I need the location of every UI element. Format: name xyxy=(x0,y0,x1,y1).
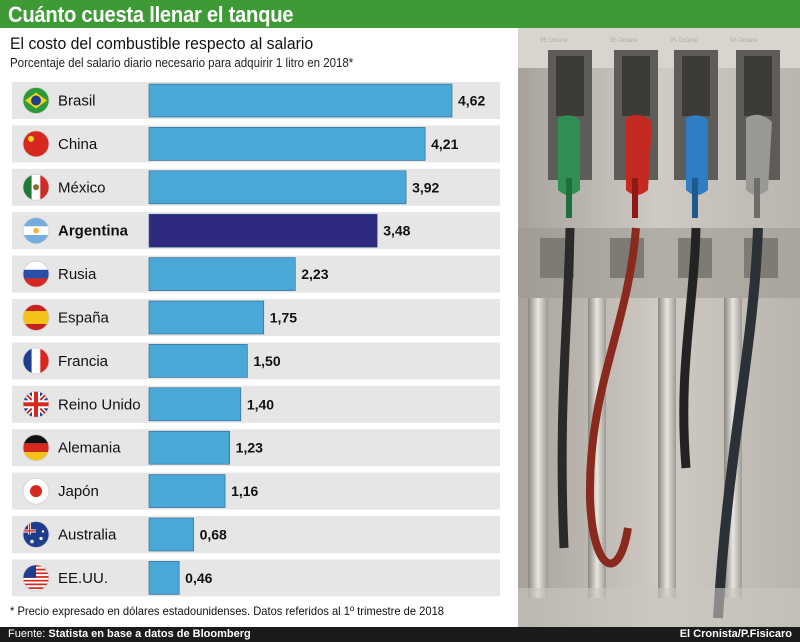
value-label-argentina: 3,48 xyxy=(383,223,410,239)
australia-flag-icon xyxy=(22,521,50,548)
bar-china xyxy=(148,127,426,161)
value-label-china: 4,21 xyxy=(431,136,458,152)
category-label: México xyxy=(58,179,106,196)
category-label: Argentina xyxy=(58,223,129,240)
chart-row-australia: Australia 0,68 xyxy=(12,516,500,553)
bar-japon xyxy=(148,474,226,508)
china-flag-icon xyxy=(22,130,50,158)
category-label: Rusia xyxy=(58,266,97,283)
value-label-reino-unido: 1,40 xyxy=(247,396,274,412)
category-label: Australia xyxy=(58,527,117,544)
svg-text:95 Octane: 95 Octane xyxy=(540,38,568,44)
source-label: Fuente: Statista en base a datos de Bloo… xyxy=(8,628,251,640)
row-background xyxy=(12,559,500,597)
chart-row-reino-unido: Reino Unido 1,40 xyxy=(12,385,500,423)
source-bar: Fuente: Statista en base a datos de Bloo… xyxy=(0,627,800,642)
svg-text:98 Octane: 98 Octane xyxy=(730,38,758,44)
credit: El Cronista/P.Fisicaro xyxy=(679,628,792,640)
uk-flag-icon xyxy=(22,390,50,418)
chart-row-brasil: Brasil 4,62 xyxy=(12,82,500,119)
source-text: Statista en base a datos de Bloomberg xyxy=(48,628,251,640)
chart-row-francia: Francia 1,50 xyxy=(12,342,500,380)
bar-alemania xyxy=(148,430,230,465)
page-title: Cuánto cuesta llenar el tanque xyxy=(8,2,294,27)
category-label: Reino Unido xyxy=(58,396,141,413)
chart-row-ee-uu: EE.UU. 0,46 xyxy=(12,559,500,597)
fuel-pump-photo: 95 Octane 95 Octane 95 Octane 98 Octane xyxy=(518,28,800,627)
row-background xyxy=(12,342,500,380)
bar-ee-uu xyxy=(148,561,180,595)
value-label-ee-uu: 0,46 xyxy=(185,570,212,586)
chart-row-espana: España 1,75 xyxy=(12,299,500,336)
category-label: Francia xyxy=(58,353,109,370)
category-label: EE.UU. xyxy=(58,570,108,587)
svg-text:95 Octane: 95 Octane xyxy=(670,38,698,44)
spain-flag-icon xyxy=(22,304,50,331)
chart-description: Porcentaje del salario diario necesario … xyxy=(10,56,354,70)
row-background xyxy=(12,429,500,467)
value-label-mexico: 3,92 xyxy=(412,179,439,195)
brazil-flag-icon xyxy=(22,87,50,114)
row-background xyxy=(12,516,500,553)
value-label-alemania: 1,23 xyxy=(236,440,263,456)
germany-flag-icon xyxy=(22,434,50,462)
value-label-japon: 1,16 xyxy=(231,483,258,499)
source-prefix: Fuente: xyxy=(8,628,49,640)
bar-reino-unido xyxy=(148,387,242,422)
footnote: * Precio expresado en dólares estadounid… xyxy=(10,604,444,618)
row-background xyxy=(12,472,500,510)
bar-rusia xyxy=(148,257,296,291)
bar-argentina xyxy=(148,213,378,248)
chart-row-japon: Japón 1,16 xyxy=(12,472,500,510)
category-label: China xyxy=(58,136,98,153)
usa-flag-icon xyxy=(22,564,50,592)
value-label-espana: 1,75 xyxy=(270,310,297,326)
france-flag-icon xyxy=(22,347,50,375)
chart-row-argentina: Argentina 3,48 xyxy=(12,212,500,250)
chart-row-rusia: Rusia 2,23 xyxy=(12,255,500,293)
svg-text:95 Octane: 95 Octane xyxy=(610,38,638,44)
chart-svg: Brasil 4,62 China 4,21 México 3,92 Argentina 3,… xyxy=(12,82,500,597)
subtitle: El costo del combustible respecto al sal… xyxy=(10,34,314,53)
chart-row-china: China 4,21 xyxy=(12,125,500,163)
category-label: Japón xyxy=(58,483,99,500)
value-label-rusia: 2,23 xyxy=(301,266,328,282)
chart-row-mexico: México 3,92 xyxy=(12,168,500,206)
category-label: Alemania xyxy=(58,440,121,457)
mexico-flag-icon xyxy=(22,173,50,201)
value-label-francia: 1,50 xyxy=(253,353,280,369)
russia-flag-icon xyxy=(22,260,50,288)
category-label: Brasil xyxy=(58,93,96,110)
bar-francia xyxy=(148,344,248,378)
value-label-australia: 0,68 xyxy=(200,527,227,543)
bar-mexico xyxy=(148,170,407,205)
bar-brasil xyxy=(148,83,453,118)
argentina-flag-icon xyxy=(22,217,50,245)
value-label-brasil: 4,62 xyxy=(458,93,485,109)
category-label: España xyxy=(58,310,110,327)
row-background xyxy=(12,385,500,423)
title-bar: Cuánto cuesta llenar el tanque xyxy=(0,0,800,28)
bar-espana xyxy=(148,300,265,335)
chart-row-alemania: Alemania 1,23 xyxy=(12,429,500,467)
japan-flag-icon xyxy=(22,477,50,505)
bar-australia xyxy=(148,517,194,552)
